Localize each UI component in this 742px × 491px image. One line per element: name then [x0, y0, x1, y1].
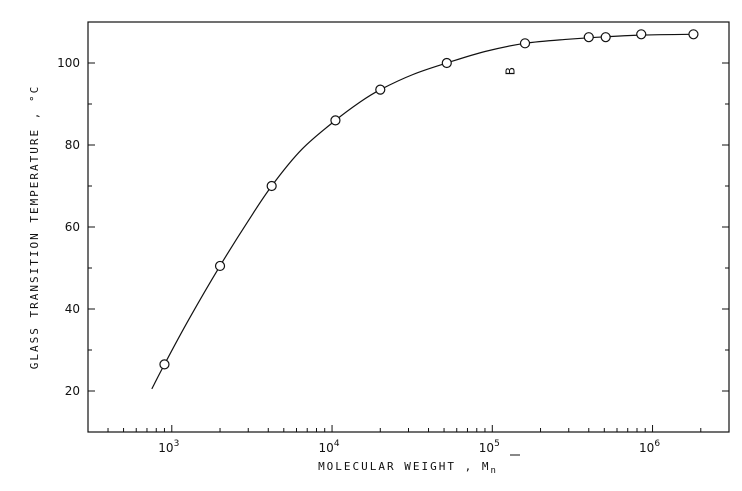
data-point	[214, 260, 226, 272]
data-point	[330, 115, 341, 126]
fit-curve	[151, 33, 694, 390]
y-tick-label: 60	[65, 220, 80, 234]
data-point	[441, 57, 452, 69]
x-axis-ticks: 103 104 105 106	[87, 425, 730, 455]
y-axis-ticks: 20 40 60 80 100	[57, 21, 729, 433]
x-axis-title-text: MOLECULAR WEIGHT , M	[318, 460, 490, 473]
y-tick-label: 20	[65, 384, 80, 398]
data-point	[519, 38, 531, 49]
data-point	[375, 84, 386, 95]
data-point	[600, 32, 611, 43]
x-tick-label: 106	[639, 439, 660, 455]
data-point	[159, 359, 170, 370]
x-tick-label: 105	[479, 439, 500, 455]
data-point	[266, 180, 277, 192]
plot-frame	[87, 21, 730, 433]
annotation-label: B	[504, 67, 518, 75]
x-axis-title: MOLECULAR WEIGHT , Mn	[318, 460, 498, 476]
x-tick-label: 104	[319, 439, 340, 455]
data-point	[583, 32, 594, 43]
data-points	[159, 29, 699, 370]
y-axis-title: GLASS TRANSITION TEMPERATURE , °C	[28, 85, 41, 370]
data-point	[636, 29, 647, 40]
y-tick-label: 100	[57, 56, 80, 70]
x-tick-label: 103	[158, 439, 179, 455]
x-axis-title-subscript: n	[491, 466, 498, 476]
data-point	[688, 29, 699, 40]
y-tick-label: 80	[65, 138, 80, 152]
y-tick-label: 40	[65, 302, 80, 316]
